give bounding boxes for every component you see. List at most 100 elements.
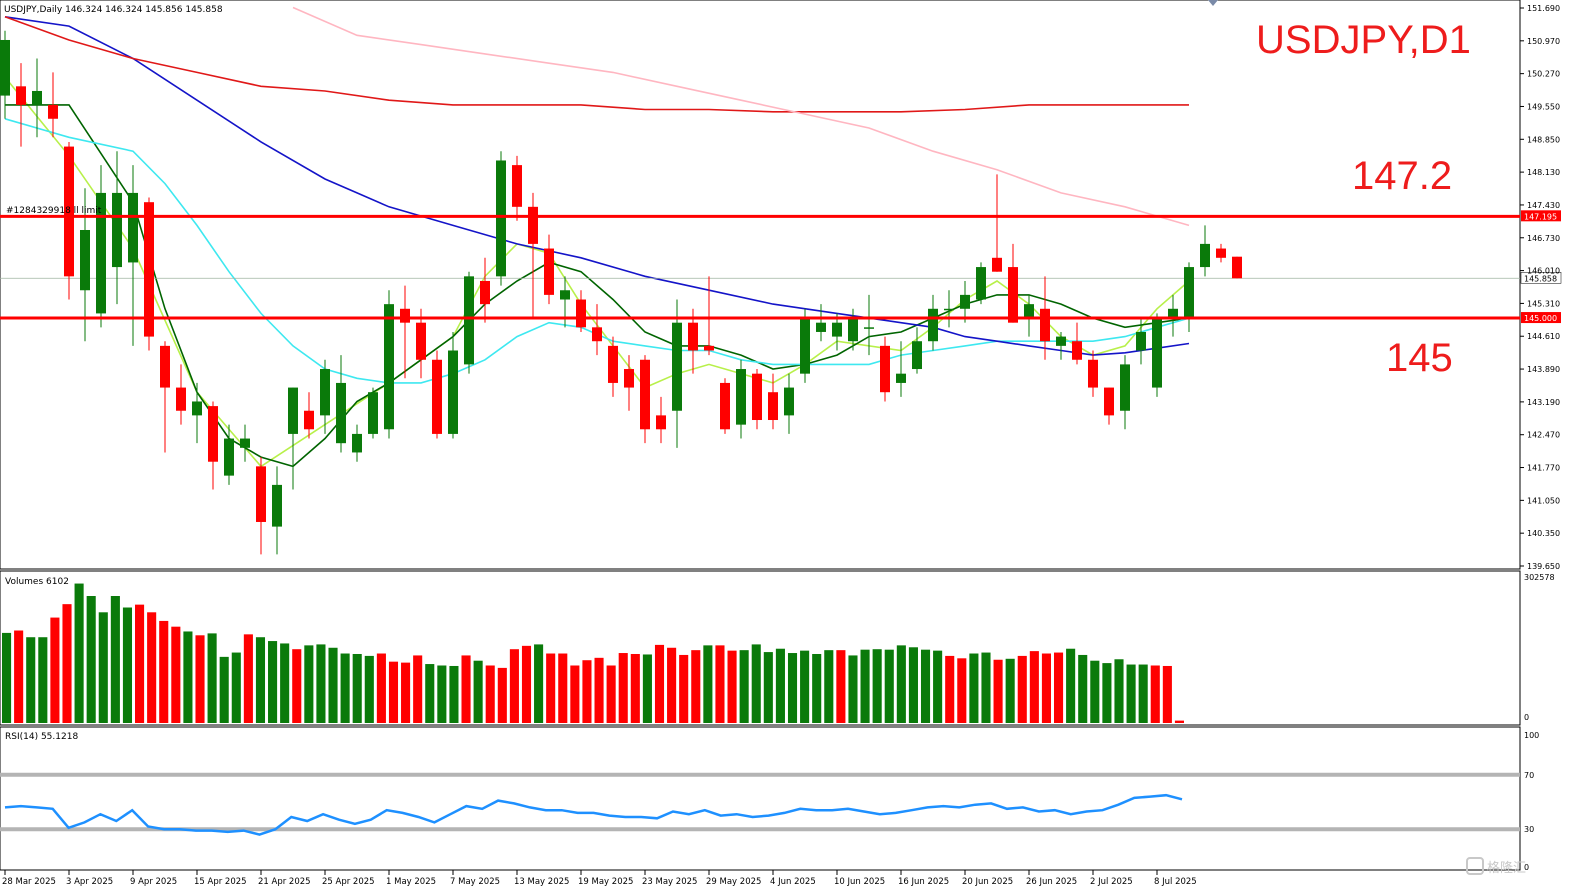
candle[interactable] <box>480 257 490 323</box>
chart-shift-marker[interactable] <box>1208 0 1218 6</box>
rsi-axis-label: 0 <box>1524 863 1529 872</box>
candle[interactable] <box>544 234 554 305</box>
volume-bar <box>739 650 749 723</box>
candle[interactable] <box>912 327 922 374</box>
volume-bar <box>763 652 773 723</box>
candle[interactable] <box>800 308 810 383</box>
candle[interactable] <box>1216 243 1226 263</box>
rsi-panel[interactable] <box>0 726 1521 871</box>
candle[interactable] <box>624 355 634 411</box>
candle-body <box>816 322 826 332</box>
candle[interactable] <box>16 63 26 147</box>
candle-body <box>16 86 26 105</box>
candle[interactable] <box>272 466 282 555</box>
candle[interactable] <box>384 290 394 439</box>
candle[interactable] <box>704 276 714 356</box>
candle[interactable] <box>32 58 42 138</box>
candle[interactable] <box>320 359 330 434</box>
candle[interactable] <box>576 290 586 332</box>
candle-body <box>320 369 330 416</box>
candle[interactable] <box>992 174 1002 272</box>
candle[interactable] <box>848 308 858 351</box>
candle[interactable] <box>1024 294 1034 337</box>
volume-bar <box>449 665 459 723</box>
candle[interactable] <box>1120 355 1130 430</box>
candle[interactable] <box>1136 318 1146 365</box>
candle[interactable] <box>112 151 122 305</box>
candle[interactable] <box>256 457 266 555</box>
volume-bar <box>691 650 701 723</box>
candle[interactable] <box>336 355 346 453</box>
candle[interactable] <box>1200 225 1210 277</box>
candle[interactable] <box>128 165 138 346</box>
candle[interactable] <box>656 396 666 444</box>
candle[interactable] <box>592 304 602 356</box>
candle[interactable] <box>1232 256 1242 279</box>
candle[interactable] <box>464 271 474 374</box>
candle[interactable] <box>48 72 58 138</box>
candle[interactable] <box>96 165 106 328</box>
candle[interactable] <box>720 378 730 434</box>
candle[interactable] <box>416 308 426 379</box>
y-axis-tick-label: 143.190 <box>1527 398 1560 407</box>
candle[interactable] <box>1152 313 1162 397</box>
volume-bar <box>800 650 810 723</box>
candle[interactable] <box>304 392 314 439</box>
candle[interactable] <box>688 308 698 374</box>
candle[interactable] <box>1088 350 1098 397</box>
candle[interactable] <box>1184 262 1194 332</box>
candle[interactable] <box>752 369 762 430</box>
candle[interactable] <box>816 304 826 342</box>
candle[interactable] <box>176 364 186 425</box>
candle[interactable] <box>240 424 250 462</box>
level-annotation-147: 147.2 <box>1352 154 1452 198</box>
candle[interactable] <box>528 192 538 319</box>
candle[interactable] <box>784 373 794 434</box>
rsi-axis-label: 100 <box>1524 731 1539 740</box>
candle[interactable] <box>448 331 458 439</box>
candle[interactable] <box>960 280 970 323</box>
candle[interactable] <box>496 151 506 286</box>
main-panel[interactable] <box>0 0 1521 570</box>
candle[interactable] <box>192 382 202 444</box>
candle[interactable] <box>288 387 298 490</box>
candle[interactable] <box>928 294 938 351</box>
candle[interactable] <box>80 188 90 342</box>
candle[interactable] <box>160 341 170 453</box>
rsi-axis-label: 30 <box>1524 825 1534 834</box>
candle[interactable] <box>400 285 410 379</box>
candle[interactable] <box>736 359 746 439</box>
candle-body <box>656 415 666 430</box>
candle[interactable] <box>944 290 954 328</box>
candle[interactable] <box>432 350 442 439</box>
candle[interactable] <box>768 373 778 430</box>
candle[interactable] <box>368 387 378 439</box>
candle[interactable] <box>64 141 74 300</box>
current-price-label: 145.858 <box>1524 274 1557 283</box>
candle[interactable] <box>1168 294 1178 337</box>
candle[interactable] <box>880 336 890 402</box>
candle[interactable] <box>1104 387 1114 425</box>
candle[interactable] <box>864 294 874 356</box>
candle[interactable] <box>896 341 906 397</box>
candle[interactable] <box>224 424 234 485</box>
candle[interactable] <box>976 262 986 305</box>
candle[interactable] <box>352 424 362 462</box>
candle[interactable] <box>208 401 218 490</box>
candle[interactable] <box>512 155 522 221</box>
candle[interactable] <box>1008 243 1018 323</box>
candle[interactable] <box>144 197 154 351</box>
candle[interactable] <box>832 313 842 351</box>
candle[interactable] <box>1072 322 1082 365</box>
candle-body <box>224 438 234 476</box>
candle[interactable] <box>672 299 682 448</box>
volume-bar <box>328 647 338 723</box>
candle[interactable] <box>608 336 618 397</box>
candle[interactable] <box>640 355 650 444</box>
candle[interactable] <box>0 30 10 119</box>
candle-body <box>880 345 890 393</box>
y-axis-tick-label: 148.130 <box>1527 168 1560 177</box>
candle[interactable] <box>1056 331 1066 360</box>
